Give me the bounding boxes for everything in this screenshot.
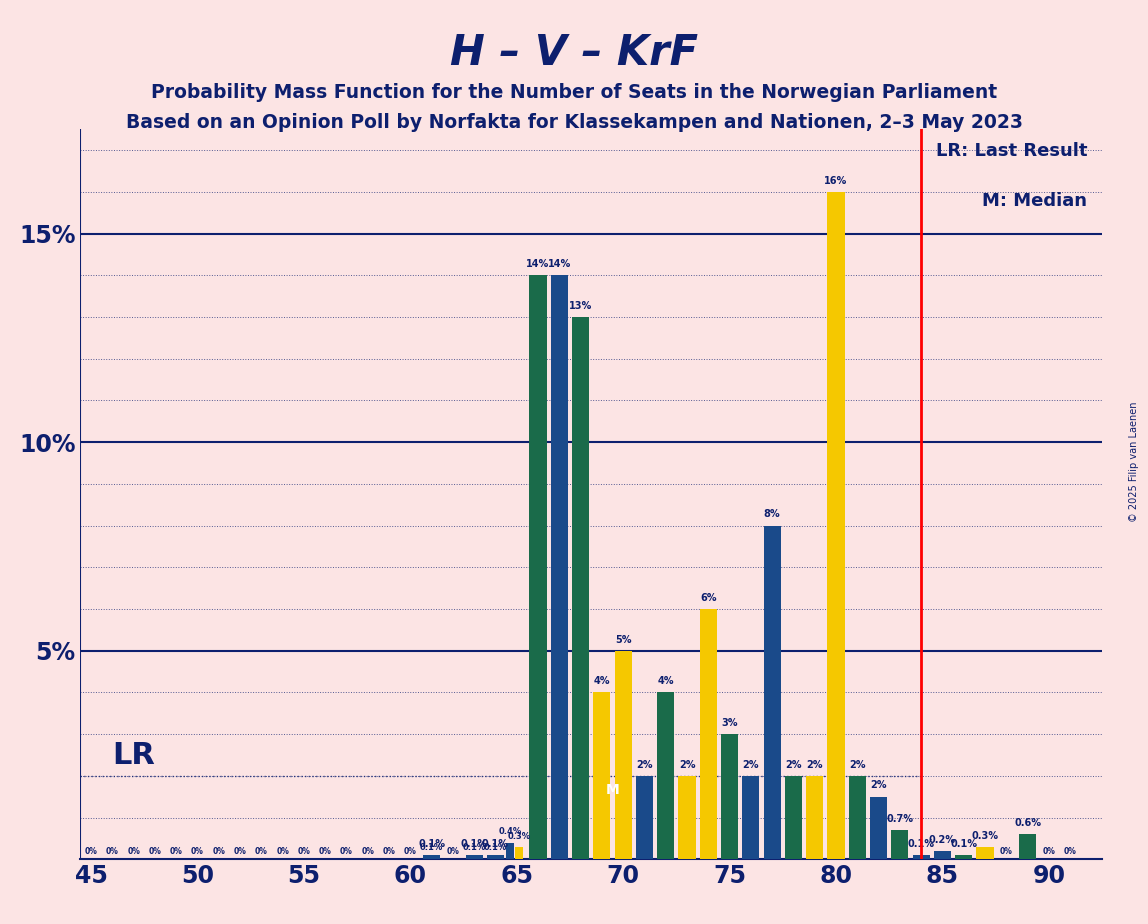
Bar xyxy=(424,855,440,859)
Bar xyxy=(977,846,993,859)
Text: 0.4%: 0.4% xyxy=(498,827,522,836)
Bar xyxy=(828,192,845,859)
Text: 0%: 0% xyxy=(148,847,162,856)
Text: 6%: 6% xyxy=(700,593,716,602)
Text: M: Median: M: Median xyxy=(983,192,1087,210)
Bar xyxy=(806,776,823,859)
Bar xyxy=(487,855,504,859)
Bar xyxy=(636,776,653,859)
Bar xyxy=(506,843,514,859)
Text: 3%: 3% xyxy=(721,718,738,728)
Text: 0.3%: 0.3% xyxy=(507,832,530,841)
Text: Probability Mass Function for the Number of Seats in the Norwegian Parliament: Probability Mass Function for the Number… xyxy=(150,83,998,103)
Text: 0.1%: 0.1% xyxy=(460,839,488,849)
Bar xyxy=(1019,834,1037,859)
Bar xyxy=(514,846,522,859)
Text: 0%: 0% xyxy=(319,847,332,856)
Bar xyxy=(913,855,930,859)
Text: 2%: 2% xyxy=(636,760,653,770)
Text: 0.1%: 0.1% xyxy=(482,839,509,849)
Text: 0%: 0% xyxy=(1064,847,1077,856)
Text: 0.1%: 0.1% xyxy=(483,843,507,852)
Text: 0%: 0% xyxy=(1000,847,1013,856)
Text: LR: Last Result: LR: Last Result xyxy=(936,142,1087,160)
Text: 0%: 0% xyxy=(170,847,183,856)
Text: 2%: 2% xyxy=(870,781,886,791)
Bar xyxy=(678,776,696,859)
Text: 13%: 13% xyxy=(569,301,592,310)
Bar xyxy=(785,776,802,859)
Text: 0.1%: 0.1% xyxy=(951,839,977,849)
Text: 0%: 0% xyxy=(340,847,352,856)
Bar xyxy=(743,776,759,859)
Text: 16%: 16% xyxy=(824,176,847,186)
Text: 0%: 0% xyxy=(382,847,395,856)
Text: 2%: 2% xyxy=(743,760,759,770)
Text: M: M xyxy=(606,783,620,796)
Text: 0.2%: 0.2% xyxy=(929,834,956,845)
Text: 0.3%: 0.3% xyxy=(971,831,999,841)
Bar xyxy=(700,609,716,859)
Bar xyxy=(891,830,908,859)
Text: 0%: 0% xyxy=(404,847,417,856)
Text: H – V – KrF: H – V – KrF xyxy=(450,32,698,74)
Text: 2%: 2% xyxy=(807,760,823,770)
Bar xyxy=(614,650,631,859)
Text: 0%: 0% xyxy=(191,847,204,856)
Bar xyxy=(763,526,781,859)
Bar xyxy=(955,855,972,859)
Text: 0%: 0% xyxy=(362,847,374,856)
Text: 0%: 0% xyxy=(255,847,267,856)
Text: 0.1%: 0.1% xyxy=(420,843,443,852)
Text: 0.6%: 0.6% xyxy=(1014,818,1041,828)
Text: © 2025 Filip van Laenen: © 2025 Filip van Laenen xyxy=(1130,402,1139,522)
Text: Based on an Opinion Poll by Norfakta for Klassekampen and Nationen, 2–3 May 2023: Based on an Opinion Poll by Norfakta for… xyxy=(125,113,1023,132)
Text: 2%: 2% xyxy=(785,760,801,770)
Text: 0%: 0% xyxy=(277,847,289,856)
Text: 0%: 0% xyxy=(1042,847,1055,856)
Bar xyxy=(721,735,738,859)
Bar xyxy=(572,317,589,859)
Text: 2%: 2% xyxy=(678,760,696,770)
Text: 5%: 5% xyxy=(615,635,631,645)
Text: 0%: 0% xyxy=(127,847,140,856)
Text: 2%: 2% xyxy=(850,760,866,770)
Text: 0.7%: 0.7% xyxy=(886,814,914,824)
Bar xyxy=(870,796,887,859)
Text: LR: LR xyxy=(113,741,155,770)
Text: 0%: 0% xyxy=(297,847,310,856)
Bar xyxy=(594,692,611,859)
Bar xyxy=(657,692,674,859)
Bar xyxy=(848,776,866,859)
Text: 0.1%: 0.1% xyxy=(418,839,445,849)
Text: 0%: 0% xyxy=(212,847,225,856)
Text: 0.1%: 0.1% xyxy=(908,839,934,849)
Text: 0.1%: 0.1% xyxy=(463,843,486,852)
Bar xyxy=(466,855,482,859)
Text: 4%: 4% xyxy=(658,676,674,687)
Text: 14%: 14% xyxy=(548,259,571,269)
Bar xyxy=(934,851,951,859)
Bar xyxy=(551,275,568,859)
Text: 0%: 0% xyxy=(233,847,247,856)
Text: 0%: 0% xyxy=(85,847,98,856)
Text: 0%: 0% xyxy=(106,847,118,856)
Text: 0%: 0% xyxy=(447,847,459,856)
Text: 8%: 8% xyxy=(763,509,781,519)
Text: 14%: 14% xyxy=(527,259,550,269)
Bar xyxy=(529,275,546,859)
Text: 4%: 4% xyxy=(594,676,610,687)
